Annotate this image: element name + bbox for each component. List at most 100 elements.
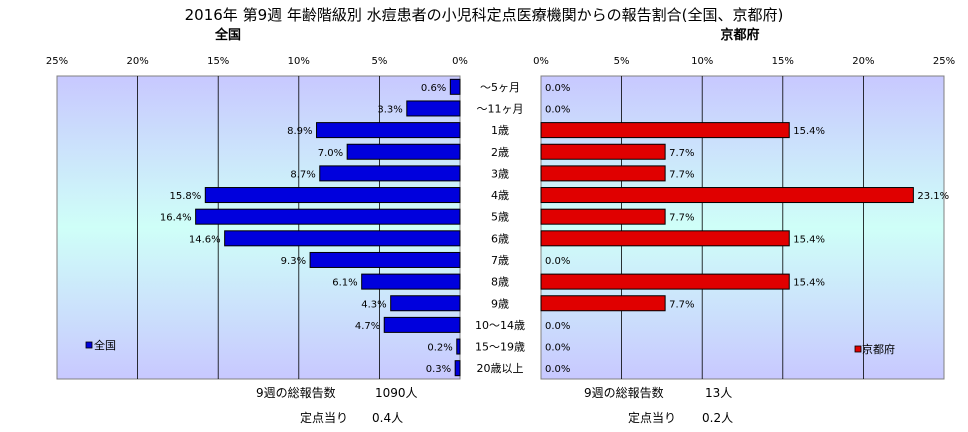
national-bar xyxy=(449,78,461,95)
national-total-value: 1090人 xyxy=(375,386,418,400)
kyoto-bar xyxy=(540,187,914,204)
national-data-label: 3.3% xyxy=(377,104,402,115)
kyoto-data-label: 0.0% xyxy=(545,364,570,375)
national-bar xyxy=(383,316,461,333)
category-labels: ～5ヶ月 ～11ヶ月 1歳 2歳 3歳 4歳 5歳 6歳 7歳 8歳 9歳 10～14歳 15～19歳 2… xyxy=(475,81,525,375)
kyoto-x-tick-label: 15% xyxy=(772,56,794,67)
national-x-tick-label: 10% xyxy=(288,56,310,67)
kyoto-total-value: 13人 xyxy=(705,386,732,400)
national-bar xyxy=(195,208,461,225)
national-x-tick-label: 5% xyxy=(371,56,387,67)
category-label: 4歳 xyxy=(491,189,509,202)
kyoto-legend-swatch xyxy=(854,345,862,353)
kyoto-subtitle: 京都府 xyxy=(720,27,759,43)
kyoto-bar xyxy=(540,208,666,225)
kyoto-x-tick-label: 10% xyxy=(691,56,713,67)
national-data-label: 8.7% xyxy=(290,169,315,180)
kyoto-x-tick-label: 25% xyxy=(933,56,955,67)
kyoto-series: 0.0% 0.0% 15.4% 7.7% 7.7% 23.1% 7.7% 15.4% 0.0% 1… xyxy=(540,83,949,375)
category-label: 15～19歳 xyxy=(475,341,525,354)
category-label: ～5ヶ月 xyxy=(480,81,520,94)
national-data-label: 14.6% xyxy=(189,234,221,245)
national-bar xyxy=(406,100,461,117)
national-data-label: 0.3% xyxy=(426,364,451,375)
national-per-label: 定点当り xyxy=(300,410,348,425)
kyoto-bar xyxy=(540,295,666,312)
kyoto-data-label: 7.7% xyxy=(669,213,694,224)
national-legend-swatch xyxy=(85,341,93,349)
kyoto-bar xyxy=(540,273,790,290)
kyoto-legend-label: 京都府 xyxy=(862,342,895,356)
category-label: 1歳 xyxy=(491,124,509,137)
national-data-label: 0.2% xyxy=(427,343,452,354)
kyoto-bar xyxy=(540,165,666,182)
kyoto-bar xyxy=(540,122,790,139)
kyoto-x-tick-label: 5% xyxy=(614,56,630,67)
category-label: 7歳 xyxy=(491,254,509,267)
kyoto-legend: 京都府 xyxy=(854,342,895,356)
national-subtitle: 全国 xyxy=(214,27,241,43)
kyoto-data-label: 0.0% xyxy=(545,321,570,332)
category-label: 5歳 xyxy=(491,211,509,224)
kyoto-plot-area xyxy=(540,75,945,380)
national-data-label: 16.4% xyxy=(160,213,192,224)
kyoto-x-tick-label: 0% xyxy=(533,56,549,67)
kyoto-data-label: 15.4% xyxy=(793,126,825,137)
kyoto-data-label: 0.0% xyxy=(545,83,570,94)
category-label: 6歳 xyxy=(491,232,509,245)
kyoto-per-value: 0.2人 xyxy=(702,411,733,425)
kyoto-data-label: 15.4% xyxy=(793,234,825,245)
national-data-label: 4.3% xyxy=(361,299,386,310)
national-legend-label: 全国 xyxy=(94,338,116,352)
kyoto-x-tick-label: 20% xyxy=(852,56,874,67)
kyoto-total-label: 9週の総報告数 xyxy=(584,385,664,400)
national-legend: 全国 xyxy=(85,338,116,352)
national-data-label: 9.3% xyxy=(281,256,306,267)
national-x-tick-label: 0% xyxy=(452,56,468,67)
national-data-label: 7.0% xyxy=(318,148,343,159)
national-series: 0.6% 3.3% 8.9% 7.0%8.7% 15.8% 16.4% 14.6% 9.3% 6… xyxy=(160,78,461,377)
national-bar xyxy=(456,338,461,355)
category-label: 10～14歳 xyxy=(475,319,525,332)
kyoto-data-label: 0.0% xyxy=(545,343,570,354)
kyoto-per-label: 定点当り xyxy=(628,410,676,425)
kyoto-data-label: 15.4% xyxy=(793,278,825,289)
kyoto-data-label: 23.1% xyxy=(917,191,949,202)
kyoto-data-label: 0.0% xyxy=(545,256,570,267)
kyoto-data-label: 0.0% xyxy=(545,104,570,115)
national-x-tick-label: 20% xyxy=(126,56,148,67)
category-label: 2歳 xyxy=(491,146,509,159)
national-bar xyxy=(316,122,461,139)
national-bar xyxy=(454,360,461,377)
national-plot-area xyxy=(56,75,461,380)
national-bar xyxy=(224,230,461,247)
kyoto-data-label: 7.7% xyxy=(669,169,694,180)
axis-ticks: 25% 20% 15% 10% 5% 0% 0% 5% 10% 15% 20% 25% xyxy=(46,56,955,67)
national-bar xyxy=(346,143,461,160)
category-label: 20歳以上 xyxy=(477,362,524,375)
national-bar xyxy=(390,295,461,312)
national-bar xyxy=(309,251,461,268)
national-bar xyxy=(204,187,461,204)
national-x-tick-label: 15% xyxy=(207,56,229,67)
national-data-label: 0.6% xyxy=(421,83,446,94)
national-bar xyxy=(319,165,461,182)
category-label: 9歳 xyxy=(491,297,509,310)
national-bar xyxy=(361,273,461,290)
national-per-value: 0.4人 xyxy=(372,411,403,425)
national-data-label: 15.8% xyxy=(170,191,202,202)
kyoto-bar xyxy=(540,230,790,247)
category-label: 8歳 xyxy=(491,276,509,289)
national-data-label: 8.9% xyxy=(287,126,312,137)
national-x-tick-label: 25% xyxy=(46,56,68,67)
category-label: 3歳 xyxy=(491,167,509,180)
kyoto-data-label: 7.7% xyxy=(669,299,694,310)
kyoto-bar xyxy=(540,143,666,160)
chart-title: 2016年 第9週 年齢階級別 水痘患者の小児科定点医療機関からの報告割合(全国… xyxy=(185,6,784,24)
national-data-label: 6.1% xyxy=(332,278,357,289)
kyoto-data-label: 7.7% xyxy=(669,148,694,159)
national-total-label: 9週の総報告数 xyxy=(256,385,336,400)
category-label: ～11ヶ月 xyxy=(477,102,524,115)
national-data-label: 4.7% xyxy=(355,321,380,332)
